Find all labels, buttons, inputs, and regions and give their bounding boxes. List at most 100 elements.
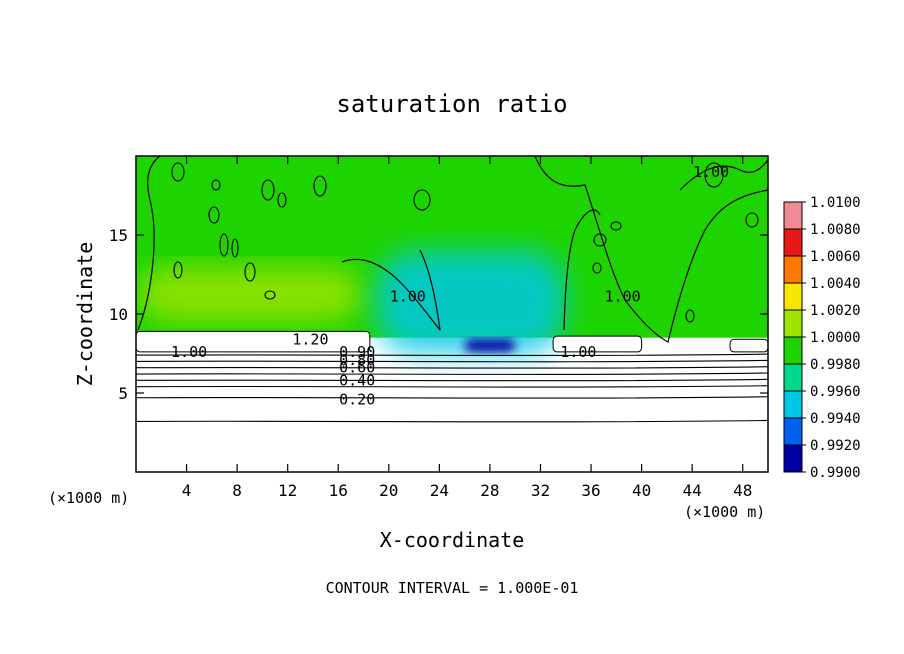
contour-blob — [704, 162, 724, 188]
colorbar-label: 0.9940 — [810, 411, 861, 427]
colorbar-label: 1.0000 — [810, 330, 861, 346]
x-tick-label: 16 — [329, 481, 348, 500]
colorbar-swatch — [784, 310, 802, 337]
y-axis-label: Z-coordinate — [73, 242, 97, 387]
y-tick-label: 5 — [118, 384, 128, 403]
x-unit-left: (×1000 m) — [48, 489, 129, 507]
cloud-region — [552, 335, 643, 353]
contour-blob — [261, 179, 275, 201]
colorbar-label: 0.9980 — [810, 357, 861, 373]
colorbar-label: 1.0100 — [810, 195, 861, 211]
colorbar: 1.0100 1.0080 1.0060 1.0040 1.0020 1.0000 0.99… — [783, 195, 861, 481]
contour-blob — [277, 192, 287, 208]
cloud-regions — [136, 330, 768, 353]
colorbar-label: 0.9900 — [810, 465, 861, 481]
contour-blob — [313, 175, 327, 197]
x-tick-label: 48 — [733, 481, 752, 500]
contour-1-00-right-b — [563, 209, 601, 331]
x-tick-label: 8 — [232, 481, 242, 500]
colorbar-swatch — [784, 229, 802, 256]
x-tick-label: 36 — [581, 481, 600, 500]
colorbar-label: 1.0040 — [810, 276, 861, 292]
contour-blob — [593, 233, 607, 247]
colorbar-swatch — [784, 418, 802, 445]
cloud-region — [136, 330, 371, 353]
contour-labels: 1.00 1.20 0.900.800.600.400.20 1.00 1.00 1.00… — [171, 163, 729, 409]
colorbar-swatch — [784, 337, 802, 364]
contour-label: 0.60 — [339, 359, 375, 377]
contour-1-00-left — [137, 156, 161, 331]
contour-label: 0.90 — [339, 343, 375, 361]
colorbar-swatch — [784, 445, 802, 472]
contour-blob — [208, 206, 220, 224]
lower-contour-lines — [136, 353, 768, 423]
colorbar-label: 1.0080 — [810, 222, 861, 238]
contour-lines — [137, 156, 768, 343]
contour-blob — [685, 309, 695, 323]
cloud-region — [729, 338, 768, 353]
contour-blob — [219, 233, 229, 257]
contour-blob — [745, 212, 759, 228]
contour-label: 1.00 — [693, 163, 729, 181]
contour-label: 1.00 — [390, 288, 426, 306]
x-tick-label: 44 — [683, 481, 702, 500]
x-tick-label: 40 — [632, 481, 651, 500]
color-field — [136, 156, 768, 354]
chart-title: saturation ratio — [336, 90, 567, 118]
plot-area — [136, 156, 768, 472]
contour-blob — [592, 262, 602, 274]
contour-label: 1.20 — [292, 330, 328, 348]
contour-line — [136, 353, 768, 357]
x-tick-label: 32 — [531, 481, 550, 500]
contour-line — [136, 419, 768, 423]
colorbar-swatch — [784, 391, 802, 418]
contour-blob — [610, 221, 622, 231]
x-tick-label: 4 — [182, 481, 192, 500]
contour-1-00-right — [534, 156, 768, 343]
contour-blob — [231, 238, 239, 258]
contour-line — [136, 385, 768, 388]
colorbar-label: 1.0060 — [810, 249, 861, 265]
y-axis: 5 10 15 — [109, 226, 768, 403]
colorbar-label: 0.9960 — [810, 384, 861, 400]
y-tick-label: 15 — [109, 226, 128, 245]
region-dry-zone — [376, 250, 566, 354]
contour-label: 1.00 — [605, 288, 641, 306]
contour-interval-note: CONTOUR INTERVAL = 1.000E-01 — [326, 579, 579, 597]
colorbar-swatch — [784, 256, 802, 283]
colorbar-swatch — [784, 364, 802, 391]
contour-label: 0.40 — [339, 371, 375, 389]
contour-label: 1.00 — [560, 343, 596, 361]
contour-line — [136, 359, 768, 363]
contour-blob — [171, 162, 185, 182]
contour-blob — [211, 179, 221, 191]
colorbar-label: 0.9920 — [810, 438, 861, 454]
x-unit-right: (×1000 m) — [684, 503, 765, 521]
contour-blob — [244, 262, 256, 282]
y-tick-label: 10 — [109, 305, 128, 324]
colorbar-swatch — [784, 283, 802, 310]
x-axis-label: X-coordinate — [380, 528, 525, 552]
x-axis: 4 8 12 16 20 24 28 32 36 40 44 48 — [182, 156, 752, 500]
contour-line — [136, 372, 768, 375]
contour-line — [136, 378, 768, 382]
x-tick-label: 24 — [430, 481, 449, 500]
contour-1-00-top — [679, 159, 768, 191]
x-tick-label: 28 — [480, 481, 499, 500]
x-tick-label: 20 — [379, 481, 398, 500]
x-tick-label: 12 — [278, 481, 297, 500]
contour-blob — [264, 290, 276, 300]
contour-line — [136, 396, 768, 399]
contour-label: 0.80 — [339, 351, 375, 369]
contour-1-00-plume — [341, 249, 441, 331]
colorbar-label: 1.0020 — [810, 303, 861, 319]
contour-label: 0.20 — [339, 390, 375, 408]
contour-blob — [413, 189, 431, 211]
contour-blob — [173, 261, 183, 279]
contour-label: 1.00 — [171, 343, 207, 361]
region-moist-band — [136, 266, 364, 322]
region-dry-core — [464, 339, 516, 352]
contour-line — [136, 366, 768, 369]
colorbar-swatch — [784, 202, 802, 229]
